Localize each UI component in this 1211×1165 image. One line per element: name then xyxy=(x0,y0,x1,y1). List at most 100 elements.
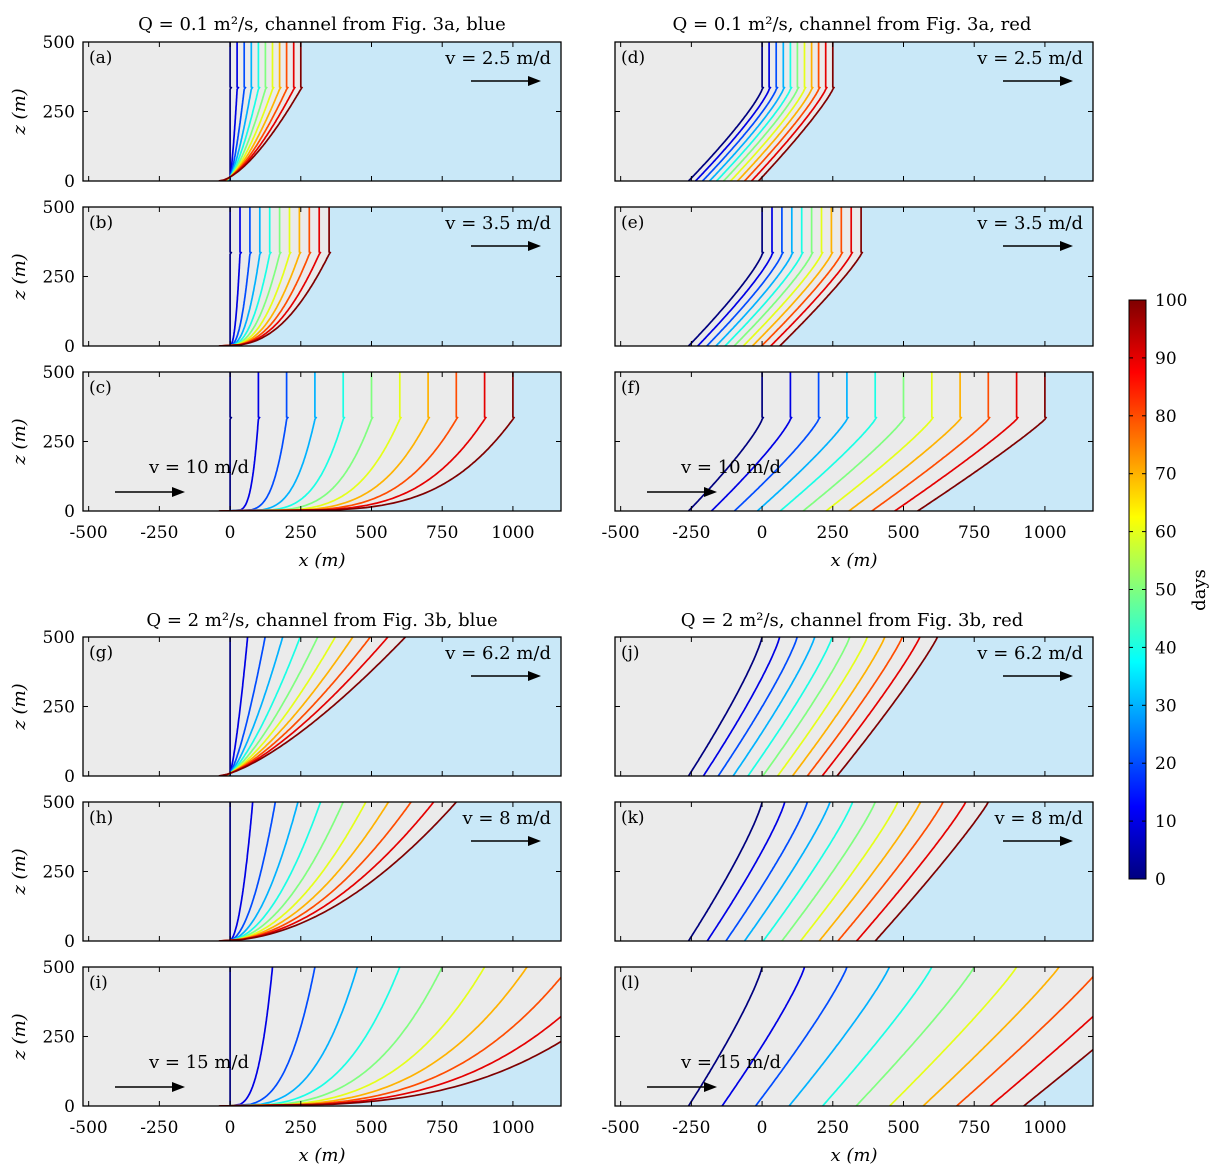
y-tick-label: 500 xyxy=(43,33,75,53)
front-curve-day-100 xyxy=(757,42,836,181)
panel-label: (i) xyxy=(89,973,108,993)
front-curve-day-70 xyxy=(221,42,282,181)
front-curve-day-30 xyxy=(715,207,795,346)
front-curve-day-20 xyxy=(701,42,779,181)
front-curve-day-0 xyxy=(687,207,765,346)
front-curve-day-10 xyxy=(228,372,261,511)
group-titles: Q = 0.1 m²/s, channel from Fig. 3a, blue… xyxy=(138,14,1031,631)
panel-f: -500 -250 0 250 500 750 1000 x (m) (f) v = 10 m/d xyxy=(602,371,1094,571)
y-tick-label: 500 xyxy=(43,198,75,218)
panel-label: (b) xyxy=(89,213,113,233)
front-curve-day-10 xyxy=(706,802,786,941)
x-tick-label: 1000 xyxy=(1023,523,1066,543)
panel-plot-area xyxy=(615,372,1093,511)
colorbar-tick-label: 60 xyxy=(1155,523,1177,543)
front-curve-day-90 xyxy=(894,372,1020,511)
y-axis-label: z (m) xyxy=(9,683,30,730)
front-curve-day-40 xyxy=(225,637,301,776)
front-curve-day-60 xyxy=(825,372,935,511)
y-tick-label: 500 xyxy=(43,958,75,978)
panel-label: (g) xyxy=(89,643,113,663)
front-curve-day-80 xyxy=(220,976,561,1106)
water-region xyxy=(779,207,1093,346)
front-curve-day-80 xyxy=(871,372,991,511)
velocity-label: v = 6.2 m/d xyxy=(444,643,551,664)
front-curve-day-0 xyxy=(229,42,233,181)
front-curve-day-70 xyxy=(221,637,354,776)
front-curve-day-90 xyxy=(821,637,921,776)
front-curve-day-20 xyxy=(725,802,809,941)
front-curve-day-60 xyxy=(799,802,899,941)
front-curve-day-100 xyxy=(218,1040,561,1106)
front-curve-day-10 xyxy=(702,637,781,776)
front-curve-day-60 xyxy=(729,42,807,181)
front-curve-day-20 xyxy=(227,42,247,181)
velocity-label: v = 3.5 m/d xyxy=(444,213,551,234)
velocity-label: v = 15 m/d xyxy=(148,1052,249,1073)
front-curve-day-100 xyxy=(218,637,407,776)
front-curve-day-80 xyxy=(760,207,844,346)
y-tick-label: 250 xyxy=(43,268,75,288)
x-tick-label: 500 xyxy=(887,1118,919,1138)
colorbar-tick-label: 80 xyxy=(1155,407,1177,427)
x-tick-label: -250 xyxy=(140,1118,178,1138)
y-tick-label: 250 xyxy=(43,1028,75,1048)
flow-arrow-head xyxy=(528,836,541,846)
y-tick-label: 250 xyxy=(43,863,75,883)
front-curve-day-70 xyxy=(818,802,922,941)
front-curve-day-100 xyxy=(779,207,864,346)
water-region xyxy=(917,372,1093,511)
x-tick-label: 0 xyxy=(225,1118,236,1138)
front-curve-day-40 xyxy=(225,967,401,1106)
front-curve-day-0 xyxy=(687,637,763,776)
front-curve-day-20 xyxy=(706,207,785,346)
y-axis-label: z (m) xyxy=(9,418,30,465)
front-curve-day-70 xyxy=(922,967,1060,1106)
front-curve-day-10 xyxy=(228,207,243,346)
front-curve-day-10 xyxy=(228,42,240,181)
front-curve-day-20 xyxy=(733,372,822,511)
y-tick-label: 0 xyxy=(64,502,75,522)
colorbar: 0 10 20 30 40 50 60 70 80 90 100 days xyxy=(1128,291,1210,890)
front-curve-day-30 xyxy=(732,637,816,776)
front-curve-day-100 xyxy=(1023,1048,1093,1106)
front-curve-day-100 xyxy=(218,372,516,511)
y-tick-label: 500 xyxy=(43,628,75,648)
front-curve-day-80 xyxy=(220,802,412,941)
front-curve-day-80 xyxy=(956,975,1093,1106)
front-curve-day-70 xyxy=(222,967,528,1106)
front-curve-day-30 xyxy=(226,637,284,776)
front-curve-day-60 xyxy=(223,207,292,346)
panel-label: (c) xyxy=(89,378,112,398)
front-curve-day-70 xyxy=(222,372,431,511)
front-curve-day-30 xyxy=(743,802,831,941)
colorbar-tick-label: 50 xyxy=(1155,581,1177,601)
flow-arrow-head xyxy=(1060,836,1073,846)
panel-plot-area xyxy=(615,637,1093,776)
front-curve-day-90 xyxy=(219,207,322,346)
x-tick-label: 500 xyxy=(355,1118,387,1138)
front-curve-day-50 xyxy=(762,637,851,776)
x-tick-label: -500 xyxy=(70,523,108,543)
colorbar-label: days xyxy=(1189,569,1210,611)
front-curve-day-30 xyxy=(756,372,850,511)
panel-l: -500 -250 0 250 500 750 1000 x (m) (l) v = 15 m/d xyxy=(602,966,1094,1165)
front-curve-day-50 xyxy=(224,637,319,776)
front-curve-day-100 xyxy=(917,372,1048,511)
panel-plot-area xyxy=(83,207,561,346)
front-curve-day-0 xyxy=(229,372,233,511)
velocity-label: v = 8 m/d xyxy=(993,808,1083,829)
x-tick-label: 750 xyxy=(426,523,458,543)
front-curve-day-90 xyxy=(219,637,389,776)
flow-arrow-head xyxy=(528,241,541,251)
front-curve-day-30 xyxy=(226,207,263,346)
velocity-label: v = 10 m/d xyxy=(680,457,781,478)
front-curve-day-40 xyxy=(762,802,854,941)
front-curve-day-20 xyxy=(227,967,316,1106)
front-curve-day-70 xyxy=(791,637,886,776)
front-curve-day-80 xyxy=(837,802,944,941)
x-tick-label: 250 xyxy=(285,1118,317,1138)
colorbar-ticks: 0 10 20 30 40 50 60 70 80 90 100 xyxy=(1129,291,1187,890)
panel-plot-area xyxy=(83,42,561,181)
panel-plot-area xyxy=(83,637,561,776)
